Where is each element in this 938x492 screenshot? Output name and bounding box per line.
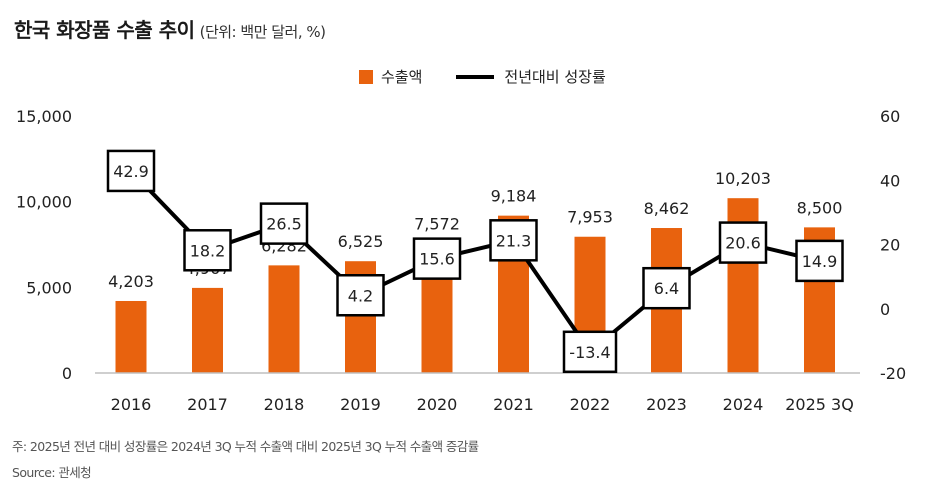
legend-line-swatch [456, 74, 495, 79]
x-axis-tick-label: 2018 [264, 395, 305, 414]
legend-bar-swatch [359, 69, 373, 84]
growth-marker-2025-3Q: 14.9 [795, 239, 844, 283]
growth-marker-box [562, 330, 618, 374]
bar-value-label: 9,184 [491, 187, 537, 206]
growth-marker-label: 6.4 [654, 279, 679, 298]
legend-line-label: 전년대비 성장률 [504, 68, 606, 86]
bar-2018 [268, 265, 300, 373]
left-axis: 0 5,000 10,000 15,000 [16, 107, 72, 383]
chart-title-unit: (단위: 백만 달러, %) [199, 23, 326, 41]
x-axis-tick-label: 2025 3Q [785, 395, 854, 414]
growth-marker-2021: 21.3 [489, 219, 538, 262]
growth-marker-2020: 15.6 [412, 237, 462, 280]
x-axis-tick-label: 2024 [723, 395, 764, 414]
x-axis-tick-label: 2019 [340, 395, 381, 414]
bar-value-label: 8,500 [797, 198, 843, 217]
right-axis-tick-label: -20 [880, 364, 906, 383]
growth-marker-2024: 20.6 [718, 221, 768, 264]
bar-value-label: 6,525 [338, 232, 384, 251]
left-axis-tick-label: 5,000 [26, 278, 72, 297]
growth-marker-label: 42.9 [113, 162, 149, 181]
growth-marker-box [336, 274, 385, 317]
bar-value-label: 7,953 [567, 208, 613, 227]
growth-marker-2016: 42.9 [106, 149, 156, 193]
bar-value-label: 4,203 [108, 272, 154, 291]
legend: 수출액 전년대비 성장률 [359, 66, 606, 87]
source: Source: 관세청 [12, 465, 92, 480]
right-axis-tick-label: 20 [880, 236, 900, 255]
growth-marker-2023: 6.4 [642, 266, 691, 310]
line-markers: 42.9 18.2 26.5 4.2 15.6 21.3 -13.4 6.4 20.6 14.9 [106, 149, 844, 374]
chart-title: 한국 화장품 수출 추이 (단위: 백만 달러, %) [14, 14, 326, 43]
growth-marker-2018: 26.5 [259, 202, 309, 245]
growth-marker-2022: -13.4 [562, 330, 618, 374]
bar-2016 [115, 300, 147, 373]
growth-marker-box [412, 237, 462, 280]
chart-title-main: 한국 화장품 수출 추이 [14, 18, 195, 42]
left-axis-tick-label: 0 [62, 364, 72, 383]
left-axis-tick-label: 15,000 [16, 107, 72, 126]
growth-marker-label: 4.2 [348, 286, 373, 305]
growth-marker-box [259, 202, 309, 245]
x-axis-tick-label: 2022 [570, 395, 611, 414]
bar-value-label: 7,572 [414, 214, 460, 233]
growth-rate-line [129, 169, 820, 354]
footnote: 주: 2025년 전년 대비 성장률은 2024년 3Q 누적 수출액 대비 2… [12, 439, 479, 454]
x-axis: 2016 2017 2018 2019 2020 2021 2022 2023 2024 2025… [111, 395, 854, 414]
growth-marker-box [718, 221, 768, 264]
growth-marker-label: 21.3 [496, 231, 532, 250]
growth-marker-box [489, 219, 538, 262]
growth-marker-label: 20.6 [725, 234, 761, 253]
right-axis-tick-label: 0 [880, 300, 890, 319]
growth-marker-2017: 18.2 [183, 229, 232, 272]
left-axis-tick-label: 10,000 [16, 193, 72, 212]
x-axis-tick-label: 2016 [111, 395, 152, 414]
x-axis-tick-label: 2023 [646, 395, 687, 414]
right-axis: -20 0 20 40 60 [880, 107, 906, 383]
growth-marker-box [106, 149, 156, 193]
growth-marker-2019: 4.2 [336, 274, 385, 317]
right-axis-tick-label: 60 [880, 107, 900, 126]
growth-marker-box [642, 266, 691, 310]
growth-marker-label: -13.4 [569, 343, 610, 362]
growth-marker-label: 14.9 [802, 252, 838, 271]
growth-marker-label: 26.5 [266, 215, 302, 234]
growth-marker-label: 18.2 [190, 241, 226, 260]
bar-value-label: 10,203 [715, 169, 771, 188]
growth-marker-label: 15.6 [419, 250, 455, 269]
legend-bar-label: 수출액 [381, 68, 423, 86]
growth-marker-box [795, 239, 844, 283]
x-axis-tick-label: 2021 [493, 395, 534, 414]
bar-2017 [192, 287, 223, 373]
bar-value-label: 8,462 [644, 199, 690, 218]
x-axis-tick-label: 2020 [417, 395, 458, 414]
x-axis-tick-label: 2017 [187, 395, 228, 414]
right-axis-tick-label: 40 [880, 171, 900, 190]
line-series [129, 169, 820, 354]
growth-marker-box [183, 229, 232, 272]
